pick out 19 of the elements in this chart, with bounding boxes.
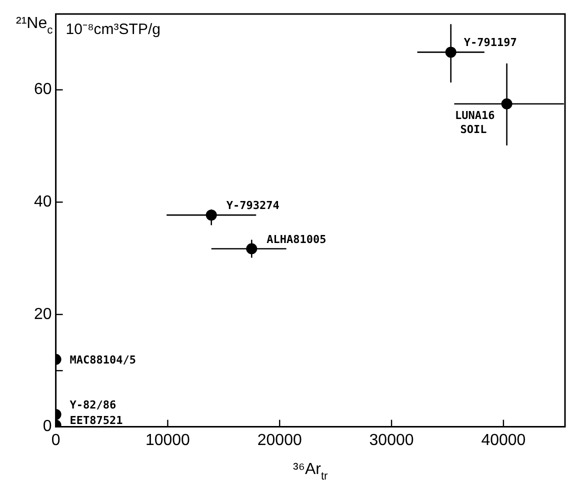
- y-tick-label: 40: [34, 194, 52, 211]
- y-tick-label: 60: [34, 81, 52, 98]
- annotation: EET87521: [70, 414, 124, 428]
- x-tick-label: 30000: [369, 432, 414, 449]
- y-tick-label: 20: [34, 306, 52, 323]
- x-tick-label: 10000: [145, 432, 190, 449]
- x-tick-label: 20000: [257, 432, 302, 449]
- point: [501, 98, 512, 110]
- annotation: 10⁻⁸cm³STP/g: [66, 21, 160, 38]
- y-tick-label: 0: [42, 418, 52, 436]
- annotation: MAC88104/5: [70, 353, 136, 366]
- annotation: Y-793274: [226, 199, 280, 212]
- point: [246, 243, 258, 254]
- annotation: ALHA81005: [266, 232, 326, 246]
- x-tick-label: 40000: [481, 432, 526, 449]
- point: [445, 46, 456, 58]
- annotation: Y-82/86: [70, 398, 117, 412]
- annotation: Y-791197: [464, 36, 517, 50]
- annotation: LUNA16 SOIL: [455, 108, 496, 136]
